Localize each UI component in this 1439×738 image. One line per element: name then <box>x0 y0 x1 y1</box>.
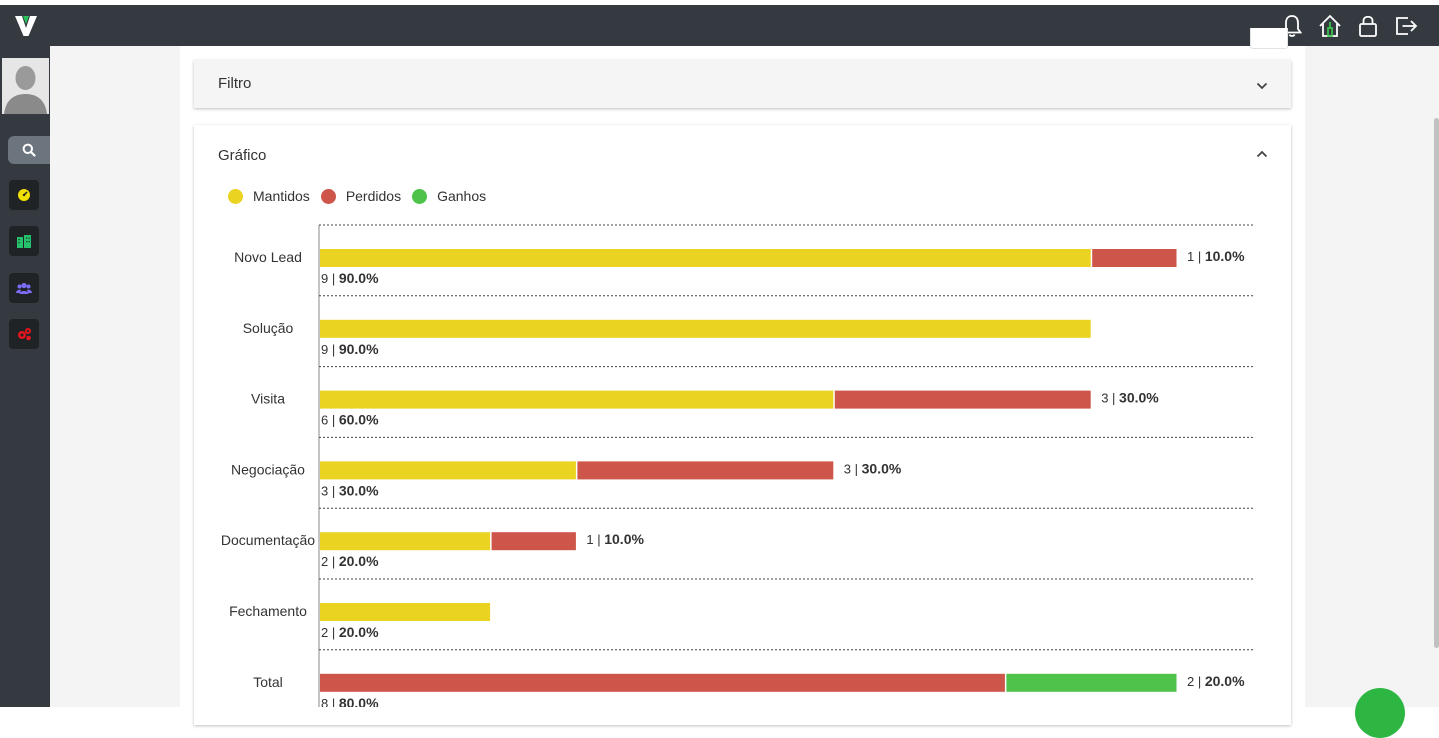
avatar[interactable] <box>2 58 49 114</box>
header-actions <box>1279 13 1419 39</box>
legend-item-perdidos[interactable]: Perdidos <box>320 188 402 204</box>
data-label-percent: 10.0% <box>604 531 644 547</box>
data-label-count: 9 | <box>321 342 339 357</box>
legend-item-mantidos[interactable]: Mantidos <box>228 188 310 204</box>
building-icon <box>17 235 31 248</box>
lock-icon[interactable] <box>1355 13 1381 39</box>
data-label: 2 | 20.0% <box>1187 673 1245 689</box>
bell-icon[interactable] <box>1279 13 1305 39</box>
category-label: Visita <box>251 391 285 407</box>
filter-panel[interactable]: Filtro <box>194 60 1291 108</box>
users-icon <box>16 282 32 294</box>
category-label: Total <box>253 674 283 690</box>
right-gutter <box>1305 46 1439 707</box>
data-label: 1 | 10.0% <box>586 531 644 547</box>
data-label: 2 | 20.0% <box>321 624 379 640</box>
data-label-percent: 30.0% <box>1119 390 1159 406</box>
sidebar-item-users[interactable] <box>9 273 39 303</box>
bar-mantidos <box>320 532 491 551</box>
toolbar-button[interactable] <box>1250 28 1288 49</box>
data-label-count: 1 | <box>586 532 604 547</box>
legend-dot <box>320 188 336 204</box>
sidebar-item-dashboard[interactable] <box>9 180 39 210</box>
bar-mantidos <box>320 390 834 409</box>
data-label-count: 2 | <box>321 554 339 569</box>
bar-mantidos <box>320 461 576 480</box>
legend-dot <box>228 188 243 204</box>
bar-perdidos <box>577 461 834 480</box>
data-label: 3 | 30.0% <box>844 460 902 476</box>
bar-mantidos <box>320 603 491 621</box>
bar-perdidos <box>491 532 576 551</box>
top-margin <box>0 0 1439 5</box>
data-label-count: 3 | <box>321 483 339 498</box>
data-label-percent: 10.0% <box>1205 248 1245 264</box>
category-label: Solução <box>243 320 294 336</box>
data-label-count: 8 | <box>321 696 339 707</box>
sidebar <box>0 46 50 707</box>
chat-button[interactable] <box>1355 688 1405 738</box>
bar-perdidos <box>834 390 1091 409</box>
data-label-percent: 30.0% <box>339 482 379 498</box>
sidebar-item-companies[interactable] <box>9 226 39 256</box>
bar-mantidos <box>320 249 1091 267</box>
bar-perdidos <box>1092 249 1177 267</box>
data-label-count: 3 | <box>844 461 862 476</box>
bar-perdidos <box>320 673 1005 692</box>
legend-dot <box>412 188 428 204</box>
data-label-percent: 20.0% <box>339 553 379 569</box>
data-label: 8 | 80.0% <box>321 695 379 707</box>
data-label-count: 1 | <box>1187 249 1205 264</box>
logout-icon[interactable] <box>1393 13 1419 39</box>
bar-ganhos <box>1006 673 1177 692</box>
data-label: 1 | 10.0% <box>1187 248 1245 264</box>
data-label: 3 | 30.0% <box>1101 390 1159 406</box>
data-label: 2 | 20.0% <box>321 553 379 569</box>
data-label-percent: 90.0% <box>339 341 379 357</box>
data-label-percent: 80.0% <box>339 695 379 707</box>
chevron-down-icon[interactable] <box>1255 79 1269 93</box>
data-label: 9 | 90.0% <box>321 270 379 286</box>
data-label: 6 | 60.0% <box>321 412 379 428</box>
data-label-percent: 20.0% <box>339 624 379 640</box>
category-label: Fechamento <box>229 603 307 619</box>
search-button[interactable] <box>8 136 50 164</box>
data-label: 9 | 90.0% <box>321 341 379 357</box>
category-label: Documentação <box>221 532 315 548</box>
legend-label: Mantidos <box>253 188 310 204</box>
bar-mantidos <box>320 319 1091 338</box>
top-navbar <box>0 5 1439 46</box>
data-label-percent: 90.0% <box>339 270 379 286</box>
user-silhouette-icon <box>2 58 49 114</box>
data-label-count: 3 | <box>1101 391 1119 406</box>
data-label-count: 2 | <box>321 625 339 640</box>
category-label: Novo Lead <box>234 249 302 265</box>
data-label-percent: 30.0% <box>862 460 902 476</box>
v-logo-icon[interactable] <box>13 13 39 39</box>
home-icon[interactable] <box>1317 13 1343 39</box>
filter-title: Filtro <box>218 75 252 92</box>
data-label-count: 9 | <box>321 271 339 286</box>
stacked-bar-chart: Novo Lead 9 | 90.0% 1 | 10.0% Solução 9 | 90… <box>221 224 1253 707</box>
scrollbar[interactable] <box>1434 118 1439 648</box>
sidebar-item-settings[interactable] <box>9 319 39 349</box>
chart-title: Gráfico <box>218 147 267 164</box>
dashboard-icon <box>18 189 30 201</box>
chevron-up-icon[interactable] <box>1255 147 1269 161</box>
data-label: 3 | 30.0% <box>321 482 379 498</box>
data-label-count: 6 | <box>321 413 339 428</box>
category-label: Negociação <box>231 461 305 477</box>
data-label-percent: 20.0% <box>1205 673 1245 689</box>
chart-legend: Mantidos Perdidos Ganhos <box>228 188 497 204</box>
legend-label: Perdidos <box>345 188 402 204</box>
data-label-count: 2 | <box>1187 674 1205 689</box>
data-label-percent: 60.0% <box>339 412 379 428</box>
search-icon <box>22 143 36 157</box>
legend-item-ganhos[interactable]: Ganhos <box>412 188 486 204</box>
legend-label: Ganhos <box>437 188 487 204</box>
gears-icon <box>18 328 31 341</box>
